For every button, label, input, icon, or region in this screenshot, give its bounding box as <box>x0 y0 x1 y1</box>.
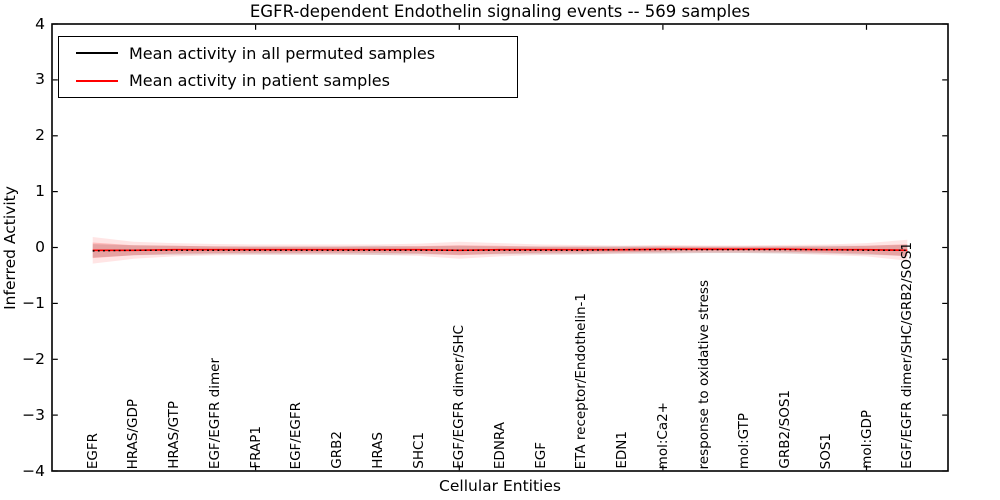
y-tick-label: −4 <box>22 461 45 480</box>
legend-item-label: Mean activity in all permuted samples <box>129 43 436 63</box>
x-category-label: EGF/EGFR dimer/SHC/GRB2/SOS1 <box>899 242 916 469</box>
permuted-mean-line <box>92 248 908 252</box>
y-tick-label: 1 <box>35 182 45 201</box>
x-category-label: SHC1 <box>410 432 427 469</box>
y-tick-label: 3 <box>35 70 45 89</box>
y-tick-label: −3 <box>22 405 45 424</box>
legend-item: Mean activity in patient samples <box>59 68 517 94</box>
x-category-label: response to oxidative stress <box>695 279 712 469</box>
y-tick-label: −1 <box>22 293 45 312</box>
x-category-label: GRB2/SOS1 <box>777 390 794 469</box>
legend-line-sample <box>76 79 118 82</box>
x-category-label: EDN1 <box>614 431 631 469</box>
x-category-label: mol:Ca2+ <box>654 401 671 469</box>
x-axis-label: Cellular Entities <box>439 477 561 495</box>
x-category-label: HRAS <box>369 432 386 469</box>
y-tick-label: −2 <box>22 349 45 368</box>
legend-item: Mean activity in all permuted samples <box>59 40 517 66</box>
x-category-label: mol:GTP <box>736 412 753 469</box>
chart-title: EGFR-dependent Endothelin signaling even… <box>249 2 751 21</box>
x-category-label: EGF/EGFR dimer/SHC <box>451 325 468 469</box>
x-category-label: FRAP1 <box>247 426 264 469</box>
x-category-label: mol:GDP <box>858 410 875 469</box>
x-category-label: ETA receptor/Endothelin-1 <box>573 292 590 469</box>
x-category-label: EDNRA <box>492 421 508 469</box>
legend-line-sample <box>76 52 118 55</box>
x-category-label: GRB2 <box>329 431 346 469</box>
x-category-label: HRAS/GTP <box>166 401 183 469</box>
axis-ticks <box>52 23 948 472</box>
x-category-label: EGFR <box>84 432 101 469</box>
legend: Mean activity in all permuted samples Mea… <box>58 36 518 98</box>
y-tick-label: 2 <box>35 126 45 145</box>
x-category-label: HRAS/GDP <box>125 398 142 469</box>
y-tick-label: 4 <box>35 14 45 33</box>
plot-frame <box>51 23 949 472</box>
x-category-label: EGF/EGFR dimer <box>206 357 223 469</box>
y-tick-label: 0 <box>35 238 45 256</box>
x-category-label: EGF <box>532 442 549 469</box>
x-category-label: SOS1 <box>817 432 834 469</box>
legend-item-label: Mean activity in patient samples <box>129 71 390 91</box>
x-category-label: EGF/EGFR <box>288 401 305 469</box>
